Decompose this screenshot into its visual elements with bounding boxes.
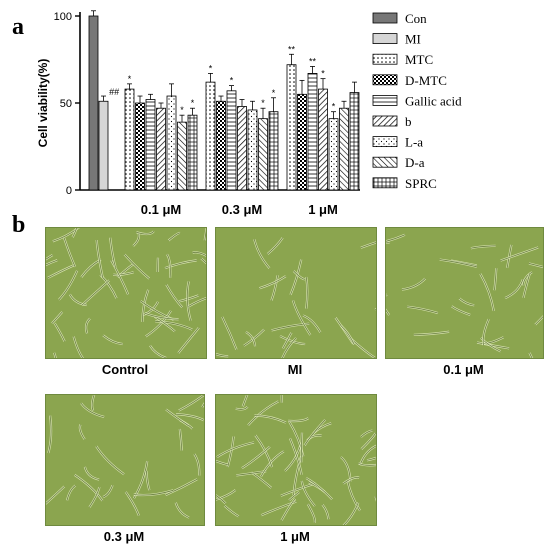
bar-d-a: [258, 118, 268, 191]
significance-mark: **: [309, 56, 317, 66]
y-tick-label: 0: [66, 185, 72, 197]
panel-b-label: b: [12, 212, 26, 238]
panel-a-label: a: [12, 14, 24, 40]
legend-label: b: [405, 114, 412, 129]
legend-label: L-a: [405, 135, 423, 150]
bar-sprc: [187, 114, 198, 191]
legend-label: Gallic acid: [405, 93, 462, 108]
micrograph-label: Control: [101, 362, 149, 377]
y-tick-label: 100: [54, 11, 72, 23]
significance-mark: *: [272, 88, 276, 98]
bar-l-a: [328, 118, 339, 191]
bar-b: [237, 106, 247, 191]
legend-swatch: [372, 136, 398, 148]
micrograph-2: [215, 227, 377, 359]
micrograph-label: 0.1 μM: [443, 362, 484, 377]
bar-mtc: [286, 64, 297, 191]
legend-swatch: [372, 74, 398, 86]
bar-l-a: [247, 109, 258, 191]
micrograph-5: [215, 394, 377, 526]
micrograph-4: [45, 394, 205, 526]
legend-label: MTC: [405, 52, 433, 67]
legend-swatch: [372, 53, 398, 65]
bar-gallic-acid: [307, 73, 318, 191]
bar-mi: [98, 100, 109, 191]
legend-label: SPRC: [405, 176, 437, 191]
bar-d-mtc: [135, 102, 145, 191]
group-label: 1 μM: [308, 202, 338, 217]
significance-mark: **: [288, 44, 296, 54]
legend-swatch: [372, 33, 398, 44]
bar-mtc: [205, 81, 216, 191]
significance-mark: *: [180, 105, 184, 115]
legend-swatch: [372, 177, 398, 189]
bar-d-mtc: [297, 93, 307, 191]
bar-sprc: [349, 92, 360, 191]
y-tick-label: 50: [60, 98, 72, 110]
bar-d-a: [339, 107, 349, 191]
bar-l-a: [166, 95, 177, 191]
significance-mark: *: [332, 102, 336, 112]
significance-mark: *: [230, 76, 234, 86]
legend-label: D-MTC: [405, 73, 447, 88]
group-label: 0.3 μM: [222, 202, 262, 217]
bar-d-mtc: [216, 100, 226, 191]
bar-mtc: [124, 88, 135, 191]
legend-swatch: [372, 115, 398, 127]
significance-mark: *: [209, 63, 213, 73]
micrograph-label: MI: [287, 362, 303, 377]
micrograph-label: 0.3 μM: [103, 529, 145, 544]
legend-label: Con: [405, 11, 427, 26]
micrograph-label: 1 μM: [280, 529, 310, 544]
micrograph-3: [385, 227, 544, 359]
significance-mark: *: [261, 98, 265, 108]
group-label: 0.1 μM: [141, 202, 181, 217]
bar-b: [156, 107, 166, 191]
significance-mark: *: [191, 98, 195, 108]
legend-label: MI: [405, 32, 421, 47]
legend-label: D-a: [405, 155, 425, 170]
significance-mark: *: [321, 69, 325, 79]
legend-swatch: [372, 95, 398, 106]
significance-mark: ##: [109, 87, 120, 97]
bar-d-a: [177, 121, 187, 191]
bar-b: [318, 88, 328, 191]
y-axis-label: Cell viability(%): [36, 59, 50, 148]
significance-mark: *: [128, 74, 132, 84]
bar-con: [88, 15, 99, 191]
legend-swatch: [372, 12, 398, 24]
legend-swatch: [372, 156, 398, 168]
bar-gallic-acid: [226, 90, 237, 191]
micrograph-1: [45, 227, 207, 359]
bar-gallic-acid: [145, 99, 156, 191]
bar-sprc: [268, 111, 279, 191]
